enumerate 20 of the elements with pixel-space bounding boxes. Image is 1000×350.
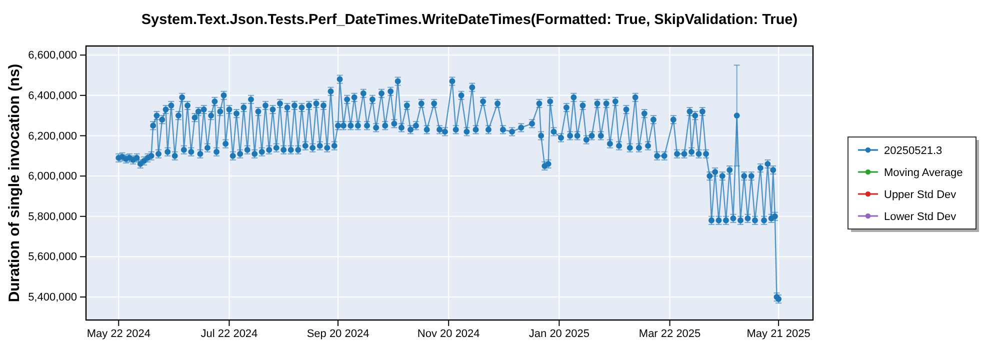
x-tick-label: Mar 22 2025: [638, 328, 701, 340]
x-tick-label: May 22 2024: [86, 328, 150, 340]
y-tick-label: 5,600,000: [28, 251, 77, 264]
x-tick-label: Jan 20 2025: [528, 328, 590, 340]
legend-label: Upper Std Dev: [884, 189, 957, 201]
x-tick-label: May 21 2025: [746, 328, 810, 340]
y-tick-label: 5,800,000: [28, 210, 77, 223]
legend-label: Moving Average: [884, 167, 963, 179]
legend-label: Lower Std Dev: [884, 211, 957, 223]
y-tick-label: 5,400,000: [28, 292, 77, 304]
y-tick-label: 6,200,000: [28, 130, 77, 142]
y-axis-title: Duration of single invocation (ns): [6, 64, 23, 302]
x-tick-label: Jul 22 2024: [200, 328, 258, 340]
y-tick-label: 6,000,000: [28, 170, 77, 183]
y-tick-label: 6,400,000: [28, 90, 77, 102]
y-tick-label: 6,600,000: [28, 50, 77, 62]
x-tick-label: Sep 20 2024: [306, 328, 370, 340]
legend-label: 20250521.3: [884, 145, 942, 157]
chart-title: System.Text.Json.Tests.Perf_DateTimes.WriteDateTimes(Formatted: True, SkipValidation: True): [141, 12, 798, 28]
x-tick-label: Nov 20 2024: [417, 328, 480, 340]
